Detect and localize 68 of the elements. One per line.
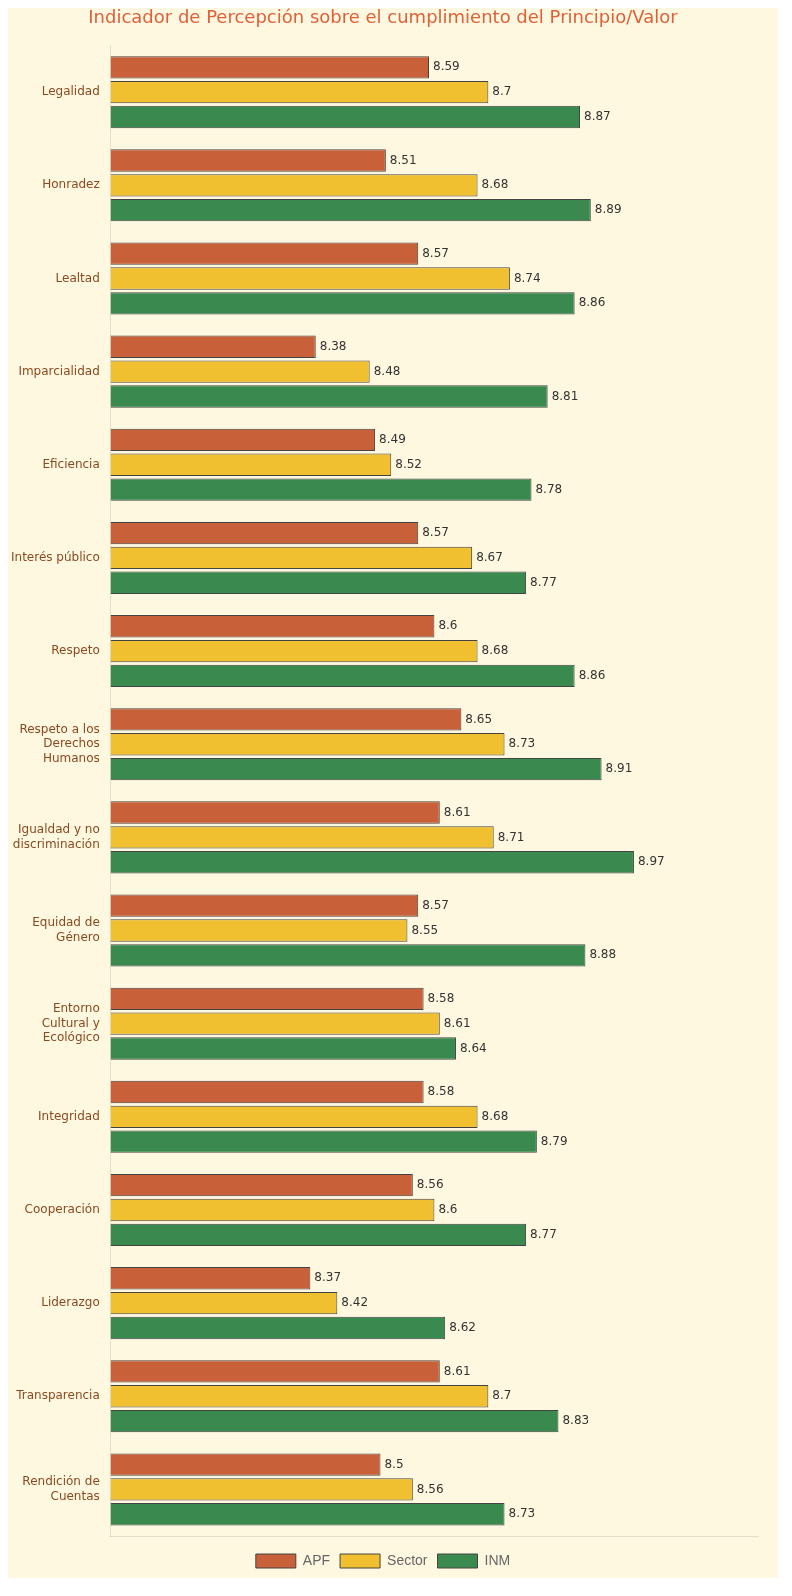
data-label: 8.68 bbox=[481, 1108, 509, 1123]
data-label: 8.6 bbox=[438, 1202, 458, 1217]
data-label: 8.74 bbox=[513, 270, 541, 285]
data-label: 8.78 bbox=[535, 481, 563, 496]
data-label: 8.88 bbox=[589, 947, 617, 962]
data-label: 8.68 bbox=[481, 643, 509, 658]
data-label: 8.87 bbox=[584, 109, 611, 124]
data-label: 8.64 bbox=[459, 1040, 487, 1055]
data-label: 8.77 bbox=[530, 574, 557, 589]
chart-title: Indicador de Percepción sobre el cumplimiento del Principio/Valor bbox=[88, 6, 679, 28]
data-label: 8.7 bbox=[492, 84, 512, 99]
data-label: 8.83 bbox=[562, 1413, 590, 1428]
data-label: 8.52 bbox=[395, 456, 422, 471]
data-label: 8.81 bbox=[551, 388, 579, 403]
y-tick-label: Honradez bbox=[42, 177, 100, 192]
data-label: 8.58 bbox=[427, 990, 455, 1005]
y-tick-label: Rendición de Cuentas bbox=[22, 1474, 100, 1503]
legend-label: APF bbox=[302, 1551, 331, 1568]
y-tick-label: Interés público bbox=[10, 550, 100, 565]
y-tick-label: Cooperación bbox=[24, 1202, 100, 1217]
y-tick-label: Integridad bbox=[38, 1108, 100, 1123]
data-label: 8.91 bbox=[605, 761, 633, 776]
data-label: 8.65 bbox=[465, 711, 493, 726]
y-tick-label: Imparcialidad bbox=[18, 363, 100, 378]
data-label: 8.86 bbox=[578, 295, 606, 310]
data-label: 8.57 bbox=[422, 897, 449, 912]
data-label: 8.57 bbox=[422, 245, 449, 260]
y-tick-label: Equidad de Género bbox=[32, 915, 100, 944]
data-label: 8.61 bbox=[443, 1363, 471, 1378]
y-tick-label: Legalidad bbox=[41, 84, 100, 99]
y-tick-label: Eficiencia bbox=[42, 456, 100, 471]
data-label: 8.56 bbox=[416, 1177, 444, 1192]
data-label: 8.79 bbox=[540, 1133, 568, 1148]
data-label: 8.57 bbox=[422, 525, 449, 540]
data-label: 8.56 bbox=[416, 1481, 444, 1496]
data-label: 8.58 bbox=[427, 1084, 455, 1099]
y-tick-label: Transparencia bbox=[15, 1388, 100, 1403]
data-label: 8.38 bbox=[319, 338, 347, 353]
data-label: 8.6 bbox=[438, 618, 458, 633]
y-tick-label: Entorno Cultural y Ecológico bbox=[41, 1001, 100, 1045]
data-label: 8.89 bbox=[594, 202, 622, 217]
data-label: 8.51 bbox=[389, 152, 417, 167]
data-label: 8.86 bbox=[578, 668, 606, 683]
legend-label: INM bbox=[484, 1551, 511, 1568]
y-tick-label: Lealtad bbox=[55, 270, 100, 285]
y-tick-label: Igualdad y no discriminación bbox=[12, 822, 100, 851]
data-label: 8.37 bbox=[314, 1270, 342, 1285]
data-label: 8.73 bbox=[508, 736, 536, 751]
data-label: 8.62 bbox=[449, 1320, 476, 1335]
data-label: 8.67 bbox=[476, 550, 503, 565]
y-tick-label: Respeto a los Derechos Humanos bbox=[19, 721, 100, 765]
legend-label: Sector bbox=[387, 1551, 428, 1568]
data-label: 8.7 bbox=[492, 1388, 512, 1403]
data-label: 8.73 bbox=[508, 1506, 536, 1521]
data-label: 8.61 bbox=[443, 804, 471, 819]
data-label: 8.68 bbox=[481, 177, 509, 192]
data-label: 8.42 bbox=[341, 1295, 369, 1310]
data-label: 8.5 bbox=[384, 1456, 404, 1471]
data-label: 8.55 bbox=[411, 922, 439, 937]
data-label: 8.97 bbox=[637, 854, 665, 869]
data-label: 8.71 bbox=[497, 829, 525, 844]
data-label: 8.49 bbox=[379, 432, 406, 447]
y-tick-label: Respeto bbox=[51, 643, 100, 658]
data-label: 8.48 bbox=[373, 363, 401, 378]
data-label: 8.59 bbox=[433, 59, 460, 74]
y-tick-label: Liderazgo bbox=[41, 1295, 100, 1310]
data-label: 8.77 bbox=[530, 1226, 557, 1241]
data-label: 8.61 bbox=[443, 1015, 471, 1030]
